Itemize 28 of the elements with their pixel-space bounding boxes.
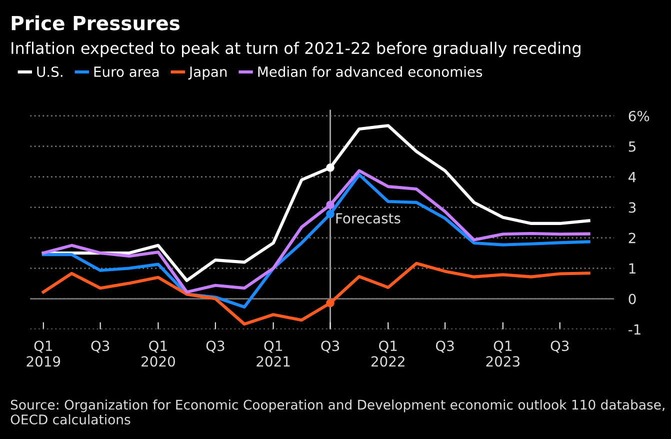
y-tick-label: -1 bbox=[628, 324, 640, 335]
x-tick-label: Q3 bbox=[91, 340, 110, 353]
source-note: Source: Organization for Economic Cooperation and Development economic outlook 110 database, OECD calculations bbox=[10, 399, 664, 424]
legend-label: Median for advanced economies bbox=[258, 66, 482, 77]
y-tick-label: 5 bbox=[628, 141, 636, 152]
x-tick-label: Q3 bbox=[436, 340, 454, 353]
y-tick-label: 2 bbox=[628, 232, 636, 244]
x-tick-label: Q1 2019 bbox=[26, 340, 60, 367]
legend-label: Japan bbox=[188, 66, 227, 80]
y-tick-label: 1 bbox=[629, 263, 636, 274]
x-tick-label: Q3 bbox=[321, 340, 340, 353]
y-tick-label: 0 bbox=[628, 294, 636, 304]
x-tick-label: Q1 2023 bbox=[486, 340, 520, 367]
y-tick-label: 6% bbox=[628, 110, 650, 122]
x-tick-label: Q1 2022 bbox=[371, 340, 404, 367]
legend-label: Euro area bbox=[94, 66, 159, 77]
chart-subtitle: Inflation expected to peak at turn of 2021-22 before gradually receding bbox=[12, 42, 580, 58]
line-series bbox=[42, 124, 590, 282]
x-tick-label: Q3 bbox=[550, 340, 569, 353]
x-tick-label: Q1 2020 bbox=[142, 340, 175, 367]
legend-label: U.S. bbox=[37, 66, 62, 77]
line-series bbox=[42, 262, 590, 326]
y-tick-label: 3 bbox=[628, 202, 636, 213]
x-tick-label: Q3 bbox=[206, 340, 224, 353]
x-tick-label: Q1 2021 bbox=[256, 340, 290, 367]
y-tick-label: 4 bbox=[628, 172, 636, 182]
chart-title: Price Pressures bbox=[12, 15, 180, 30]
ref-line-label: Forecasts bbox=[336, 213, 400, 224]
